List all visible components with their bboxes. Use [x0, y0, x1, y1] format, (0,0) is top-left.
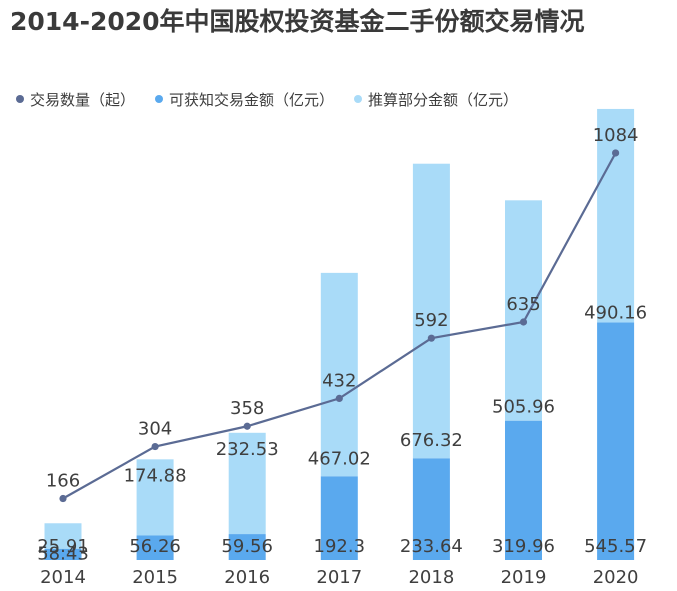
estimated-amount-label-2016: 232.53: [216, 439, 279, 460]
deal-count-point-2019: [519, 318, 528, 326]
legend-label-deal-count: 交易数量（起）: [30, 90, 136, 109]
deal-count-label-2015: 304: [138, 419, 172, 440]
bar-estimated-amount-2018: [412, 163, 450, 459]
known-amount-label-2015: 56.26: [129, 536, 181, 557]
bar-estimated-amount-2019: [505, 200, 542, 421]
estimated-amount-label-2019: 505.96: [492, 397, 555, 418]
deal-count-label-2017: 432: [322, 370, 356, 391]
known-amount-label-2020: 545.57: [584, 536, 647, 557]
bar-known-amount-2014: [44, 548, 82, 560]
deal-count-point-2014: [59, 494, 67, 503]
bar-estimated-amount-2017: [320, 272, 358, 477]
legend-item-deal-count: 交易数量（起）: [16, 89, 135, 110]
bar-estimated-amount-2016: [228, 432, 266, 535]
estimated-amount-label-2015: 174.88: [124, 465, 187, 486]
x-tick-label-2019: 2019: [501, 567, 547, 588]
deal-count-label-2020: 1084: [593, 125, 639, 146]
known-amount-label-2019: 319.96: [492, 536, 555, 557]
deal-count-label-2018: 592: [414, 310, 448, 331]
bar-known-amount-2019: [505, 420, 542, 560]
known-amount-label-2017: 192.3: [314, 536, 366, 557]
legend: 交易数量（起） 可获知交易金额（亿元） 推算部分金额（亿元）: [16, 88, 518, 110]
estimated-amount-label-2014: 58.43: [37, 543, 89, 564]
legend-marker-deal-count: [16, 95, 24, 103]
known-amount-label-2014: 25.91: [37, 536, 89, 557]
legend-label-known-amount: 可获知交易金额（亿元）: [169, 90, 335, 109]
legend-marker-known-amount: [155, 95, 164, 103]
bar-known-amount-2020: [597, 322, 635, 560]
x-tick-label-2017: 2017: [316, 567, 362, 588]
x-tick-label-2016: 2016: [224, 567, 270, 588]
deal-count-point-2015: [151, 442, 159, 451]
bar-estimated-amount-2015: [136, 459, 174, 536]
bar-known-amount-2017: [320, 476, 358, 560]
x-tick-label-2015: 2015: [132, 567, 178, 588]
bar-known-amount-2018: [412, 458, 450, 560]
bar-known-amount-2016: [228, 534, 266, 560]
deal-count-point-2017: [335, 394, 343, 402]
known-amount-label-2016: 59.56: [221, 536, 273, 557]
estimated-amount-label-2017: 467.02: [308, 448, 371, 469]
deal-count-point-2018: [427, 334, 435, 342]
bar-estimated-amount-2020: [597, 108, 635, 323]
legend-marker-estimated-amount: [354, 95, 363, 103]
bar-known-amount-2015: [136, 535, 174, 560]
deal-count-label-2016: 358: [230, 398, 264, 419]
deal-count-label-2019: 635: [506, 294, 540, 315]
deal-count-point-2016: [243, 422, 251, 430]
x-tick-label-2020: 2020: [593, 567, 639, 588]
estimated-amount-label-2020: 490.16: [584, 302, 647, 323]
legend-label-estimated-amount: 推算部分金额（亿元）: [368, 90, 519, 109]
legend-item-known-amount: 可获知交易金额（亿元）: [155, 89, 334, 110]
deal-count-label-2014: 166: [46, 471, 80, 492]
chart-title: 2014-2020年中国股权投资基金二手份额交易情况: [10, 7, 585, 36]
x-tick-label-2014: 2014: [40, 567, 86, 588]
bar-estimated-amount-2014: [44, 523, 82, 549]
estimated-amount-label-2018: 676.32: [400, 430, 463, 451]
x-tick-label-2018: 2018: [408, 567, 454, 588]
known-amount-label-2018: 233.64: [400, 536, 463, 557]
deal-count-point-2020: [612, 149, 620, 157]
legend-item-estimated-amount: 推算部分金额（亿元）: [354, 89, 518, 110]
